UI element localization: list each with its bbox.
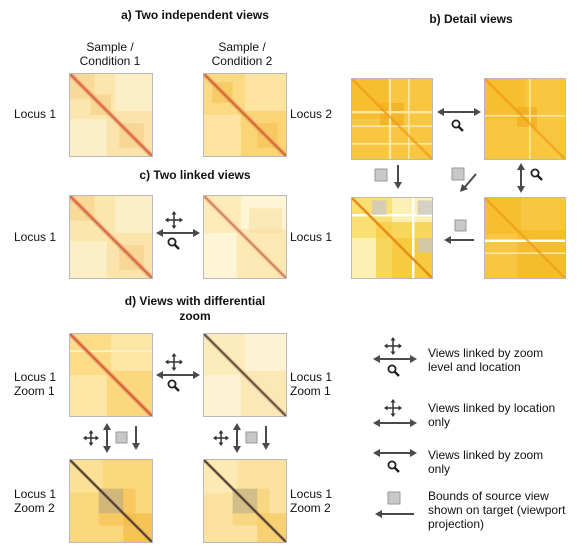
legend-zoom-line1: Views linked by zoom <box>428 448 544 462</box>
heatmap-b-top-left <box>351 78 433 160</box>
condition-label-1: Condition 1 <box>79 54 141 68</box>
heatmap-d-bottom-right <box>203 459 287 543</box>
location-projection-icon-d-left <box>83 423 140 453</box>
legend-location-line1: Views linked by location <box>428 401 556 415</box>
column-label-condition-2: Sample / Condition 2 <box>192 40 292 68</box>
heatmap-c-left <box>69 195 153 279</box>
legend-zoom-location-line1: Views linked by zoom <box>428 346 544 360</box>
legend-zoom-location-icon <box>373 337 417 377</box>
heatmap-b-top-right <box>484 78 566 160</box>
zoom-location-link-icon-d <box>156 353 200 392</box>
zoom-location-link-icon <box>156 211 200 250</box>
legend-zoom-location-text: Views linked by zoom level and location <box>428 346 543 374</box>
zoom-link-icon-b-top <box>437 108 481 132</box>
section-d-title-line1: d) Views with differential <box>124 294 266 308</box>
sample-label-2: Sample / <box>218 40 266 54</box>
heatmap-b-bottom-left <box>351 197 433 279</box>
legend-bounds-line1: Bounds of source view <box>428 489 549 503</box>
zoom-label-d-tl: Zoom 1 <box>14 384 55 398</box>
viewport-projection-icon-b-diagonal <box>451 167 477 192</box>
label-d-top-right: Locus 1 Zoom 1 <box>290 370 332 398</box>
section-d-title: d) Views with differential zoom <box>80 294 310 324</box>
heatmap-a-condition-1 <box>69 73 153 157</box>
zoom-label-d-bl: Zoom 2 <box>14 501 55 515</box>
legend-location-text: Views linked by location only <box>428 401 555 429</box>
zoom-label-d-br: Zoom 2 <box>290 501 331 515</box>
viewport-projection-icon-b-bottom <box>444 219 474 244</box>
zoom-link-icon-b-right <box>517 163 543 193</box>
locus-label-d-tr: Locus 1 <box>290 370 333 384</box>
section-d-title-line2: zoom <box>179 309 211 323</box>
locus-label-d-tl: Locus 1 <box>14 370 57 384</box>
location-projection-icon-d-right <box>213 423 270 453</box>
locus-label-a-left: Locus 1 <box>14 107 57 121</box>
zoom-label-d-tr: Zoom 1 <box>290 384 331 398</box>
legend-zoom-line2: only <box>428 462 451 476</box>
legend-zoom-icon <box>373 449 417 473</box>
column-label-condition-1: Sample / Condition 1 <box>60 40 160 68</box>
legend-viewport-projection-text: Bounds of source view shown on target (v… <box>428 489 565 531</box>
legend-location-icon <box>373 399 417 427</box>
viewport-projection-icon-b-left <box>374 165 402 189</box>
locus-label-c-left: Locus 1 <box>14 230 57 244</box>
legend-location-line2: only <box>428 415 451 429</box>
locus-label-c-right: Locus 1 <box>290 230 333 244</box>
legend-bounds-line3: projection) <box>428 517 485 531</box>
label-d-bottom-right: Locus 1 Zoom 2 <box>290 487 332 515</box>
condition-label-2: Condition 2 <box>211 54 273 68</box>
heatmap-a-condition-2 <box>203 73 287 157</box>
heatmap-d-top-right <box>203 333 287 417</box>
heatmap-c-right <box>203 195 287 279</box>
label-d-top-left: Locus 1 Zoom 1 <box>14 370 56 398</box>
label-d-bottom-left: Locus 1 Zoom 2 <box>14 487 56 515</box>
legend-zoom-text: Views linked by zoom only <box>428 448 543 476</box>
legend-bounds-line2: shown on target (viewport <box>428 503 566 517</box>
heatmap-b-bottom-right <box>484 197 566 279</box>
locus-label-a-right: Locus 2 <box>290 107 333 121</box>
locus-label-d-br: Locus 1 <box>290 487 333 501</box>
heatmap-d-top-left <box>69 333 153 417</box>
locus-label-d-bl: Locus 1 <box>14 487 57 501</box>
section-a-title: a) Two independent views <box>121 8 269 22</box>
heatmap-d-bottom-left <box>69 459 153 543</box>
sample-label-1: Sample / <box>86 40 134 54</box>
section-c-title: c) Two linked views <box>139 168 251 182</box>
section-b-title: b) Detail views <box>429 12 513 26</box>
legend-zoom-location-line2: level and location <box>428 360 521 374</box>
legend-viewport-projection-icon <box>375 491 414 518</box>
